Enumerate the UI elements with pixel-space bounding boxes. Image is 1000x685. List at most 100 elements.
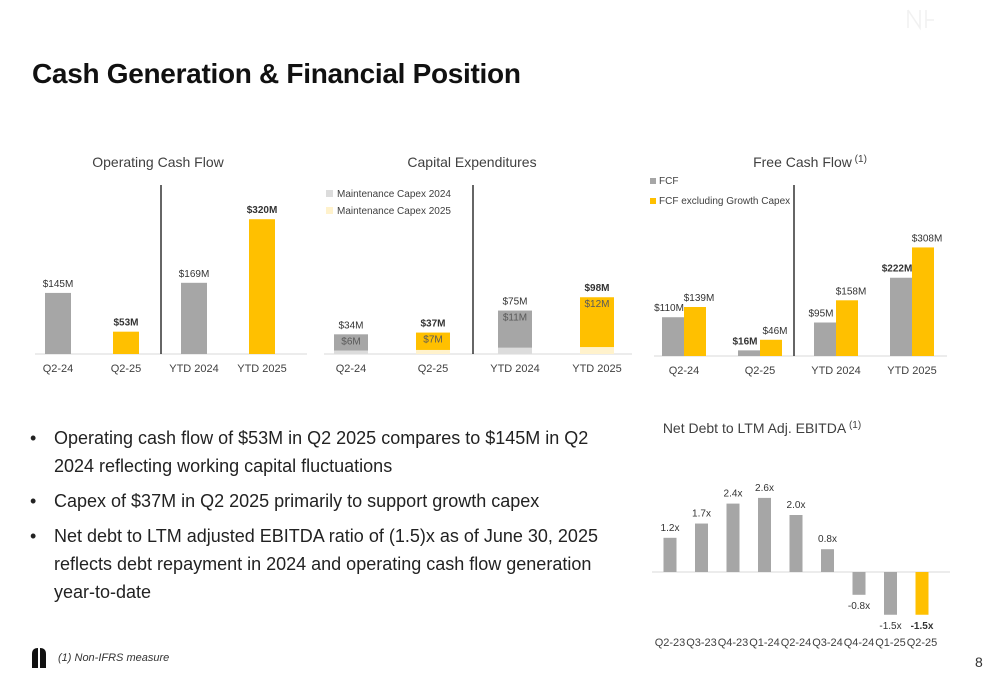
x-tick-label: Q4-24 xyxy=(844,637,875,649)
x-tick-label: YTD 2024 xyxy=(169,363,219,375)
x-tick-label: Q2-24 xyxy=(781,637,812,649)
legend-label: Maintenance Capex 2025 xyxy=(337,206,451,217)
data-label: 2.0x xyxy=(787,500,806,511)
data-label: $110M xyxy=(654,303,684,314)
x-tick-label: Q3-23 xyxy=(686,637,717,649)
data-label: $16M xyxy=(732,336,757,347)
x-tick-label: YTD 2025 xyxy=(572,363,622,375)
legend-swatch xyxy=(326,190,333,197)
data-label: -1.5x xyxy=(911,621,934,632)
x-tick-label: Q2-23 xyxy=(655,637,686,649)
data-label: -1.5x xyxy=(879,621,901,632)
legend-label: FCF xyxy=(659,176,678,187)
bar-q2-25 xyxy=(416,332,450,354)
x-tick-label: Q2-25 xyxy=(745,365,776,377)
chart-title: Operating Cash Flow xyxy=(92,154,224,170)
x-tick-label: YTD 2025 xyxy=(237,363,287,375)
data-label: 2.6x xyxy=(755,483,774,494)
page-title: Cash Generation & Financial Position xyxy=(32,58,521,89)
bar-q4-23 xyxy=(726,503,740,572)
x-tick-label: YTD 2024 xyxy=(490,363,540,375)
bullet-net-debt: Net debt to LTM adjusted EBITDA ratio of… xyxy=(28,522,608,606)
maintenance-bar xyxy=(498,347,532,354)
data-label: $95M xyxy=(808,309,833,320)
x-tick-label: Q2-24 xyxy=(43,363,74,375)
x-tick-label: Q2-24 xyxy=(669,365,700,377)
free-cash-flow-chart: Free Cash Flow (1) FCF $110M $16M $95M $222M F… xyxy=(650,154,947,377)
legend-swatch xyxy=(326,207,333,214)
x-tick-label: Q2-25 xyxy=(418,363,449,375)
data-label: $98M xyxy=(584,283,609,294)
chart-title: Free Cash Flow (1) xyxy=(753,154,867,170)
data-label: 1.2x xyxy=(661,523,680,534)
maintenance-bar xyxy=(416,349,450,354)
bullet-operating-cash-flow: Operating cash flow of $53M in Q2 2025 c… xyxy=(28,424,608,480)
x-tick-label: Q2-25 xyxy=(907,637,938,649)
bar-q2-23 xyxy=(663,537,677,572)
bar-fcf xyxy=(890,277,912,356)
bar-fcf-excluding-growth-capex xyxy=(760,339,782,356)
bar-ytd-2025 xyxy=(249,219,275,354)
x-tick-label: Q2-25 xyxy=(111,363,142,375)
bar-q1-25 xyxy=(884,572,897,615)
x-tick-label: Q2-24 xyxy=(336,363,367,375)
chart-title: Capital Expenditures xyxy=(407,154,536,170)
bar-ytd-2024 xyxy=(181,282,207,354)
bar-q2-25 xyxy=(113,331,139,354)
data-label: $34M xyxy=(338,320,363,331)
bar-fcf-excluding-growth-capex xyxy=(684,307,706,356)
x-tick-label: Q1-25 xyxy=(875,637,906,649)
data-label: $169M xyxy=(179,269,210,280)
bar-q3-24 xyxy=(821,549,834,572)
bar-ytd-2024 xyxy=(498,310,532,354)
x-tick-label: Q1-24 xyxy=(749,637,780,649)
net-debt-to-ebitda-chart: Net Debt to LTM Adj. EBITDA (1) 1.2x Q2-23… xyxy=(652,420,950,649)
data-label: 1.7x xyxy=(692,509,711,520)
bar-q2-25 xyxy=(915,572,929,615)
legend-label: FCF excluding Growth Capex xyxy=(659,196,790,207)
bar-fcf xyxy=(738,350,760,356)
data-label: $37M xyxy=(420,319,445,330)
maintenance-label: $7M xyxy=(423,335,442,346)
data-label: 2.4x xyxy=(724,489,743,500)
operating-cash-flow-chart: Operating Cash Flow $145M Q2-24 $53M Q2-25 $1… xyxy=(35,154,307,375)
data-label: -0.8x xyxy=(848,601,870,612)
chart-title: Net Debt to LTM Adj. EBITDA (1) xyxy=(663,420,861,436)
bar-fcf-excluding-growth-capex xyxy=(912,247,934,356)
data-label: $308M xyxy=(912,233,943,244)
data-label: $75M xyxy=(502,297,527,308)
bar-q2-24 xyxy=(789,515,803,572)
legend-swatch xyxy=(650,178,656,184)
x-tick-label: Q4-23 xyxy=(718,637,749,649)
bullet-capex: Capex of $37M in Q2 2025 primarily to su… xyxy=(28,487,608,515)
bar-fcf xyxy=(662,317,684,356)
bar-q3-23 xyxy=(695,523,708,572)
data-label: $139M xyxy=(684,293,715,304)
commentary-bullets: Operating cash flow of $53M in Q2 2025 c… xyxy=(28,424,608,613)
x-tick-label: Q3-24 xyxy=(812,637,843,649)
bar-q4-24 xyxy=(852,572,866,595)
data-label: $158M xyxy=(836,286,867,297)
maintenance-label: $6M xyxy=(341,336,360,347)
capital-expenditures-chart: Capital Expenditures $34M $6M Q2-24 $37M $7M Q… xyxy=(324,154,632,375)
bar-fcf xyxy=(814,322,836,356)
brand-watermark xyxy=(900,6,940,34)
data-label: $222M xyxy=(882,264,913,275)
x-tick-label: YTD 2024 xyxy=(811,365,861,377)
bar-q2-24 xyxy=(45,292,71,354)
x-tick-label: YTD 2025 xyxy=(887,365,937,377)
data-label: 0.8x xyxy=(818,534,837,545)
data-label: $145M xyxy=(43,279,74,290)
data-label: $53M xyxy=(113,318,138,329)
legend-label: Maintenance Capex 2024 xyxy=(337,189,451,200)
maintenance-label: $11M xyxy=(503,313,527,324)
maintenance-bar xyxy=(334,350,368,354)
bar-fcf-excluding-growth-capex xyxy=(836,300,858,356)
maintenance-bar xyxy=(580,347,614,354)
page-number: 8 xyxy=(975,654,983,670)
footnote: (1) Non-IFRS measure xyxy=(58,652,170,664)
company-logo-icon xyxy=(30,646,48,668)
data-label: $46M xyxy=(762,326,787,337)
bar-ytd-2025 xyxy=(580,297,614,354)
data-label: $320M xyxy=(247,205,278,216)
